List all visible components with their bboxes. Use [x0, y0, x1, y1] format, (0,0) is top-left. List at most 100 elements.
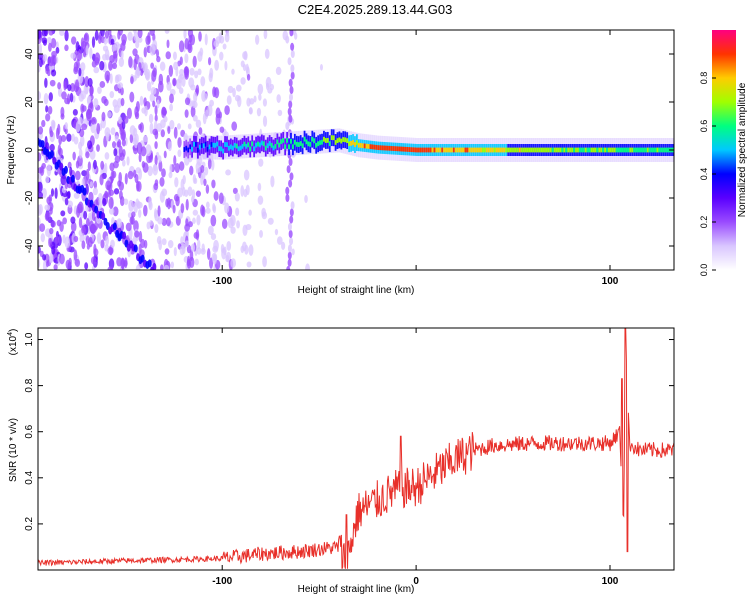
spectrogram-cell	[122, 231, 127, 240]
spectrogram-cell	[191, 146, 193, 152]
spectrogram-cell	[135, 167, 142, 174]
spectrogram-cell	[419, 147, 422, 153]
spectrogram-cell	[290, 201, 295, 210]
spectrogram-cell	[223, 246, 227, 256]
spectrogram-cell	[139, 95, 144, 106]
spectrogram-cell	[197, 239, 201, 250]
spectrogram-cell	[199, 47, 204, 57]
spectrogram-cell	[129, 125, 136, 136]
spectrogram-cell	[78, 141, 83, 150]
spectrogram-cell	[158, 240, 162, 251]
spectrogram-cell	[184, 109, 189, 118]
spectrogram-cell	[240, 77, 246, 85]
spectrogram-cell	[195, 142, 197, 147]
spectrogram-cell	[443, 147, 446, 153]
spectrogram-cell	[70, 52, 76, 59]
spectrogram-cell	[48, 56, 55, 67]
spectrogram-cell	[87, 140, 93, 150]
spectrogram-cell	[606, 147, 608, 153]
snr-xtick-label: 100	[602, 576, 619, 587]
spectrogram-cell	[152, 262, 157, 270]
spectrogram-cell	[210, 233, 217, 240]
spectrogram-cell	[174, 163, 180, 174]
spectrogram-cell	[505, 147, 508, 153]
spectrogram-cell	[377, 145, 380, 150]
spectrogram-cell	[210, 214, 217, 227]
spectrogram-cell	[154, 155, 158, 166]
spectrogram-cell	[249, 98, 255, 105]
spectrogram-cell	[511, 147, 513, 153]
spectrogram-cell	[134, 230, 140, 238]
spectrogram-cell	[102, 197, 107, 207]
spectrogram-xtick-label: 100	[602, 276, 619, 287]
spectrogram-cell	[282, 137, 285, 143]
spectrogram-cell	[190, 84, 196, 91]
spectrogram-cell	[565, 147, 568, 153]
spectrogram-cell	[105, 54, 110, 61]
spectrogram-cell	[94, 30, 99, 41]
spectrogram-cell	[71, 133, 75, 142]
spectrogram-cell	[42, 254, 47, 261]
spectrogram-cell	[103, 38, 108, 45]
spectrogram-cell	[240, 245, 245, 254]
spectrogram-cell	[111, 141, 117, 149]
spectrogram-cell	[251, 141, 254, 147]
spectrogram-cell	[285, 35, 290, 44]
spectrogram-cell	[232, 187, 238, 195]
spectrogram-cell	[456, 147, 459, 153]
spectrogram-cell	[159, 191, 165, 203]
spectrogram-cell	[285, 122, 290, 130]
spectrogram-cell	[416, 147, 418, 153]
spectrogram-cell	[104, 127, 111, 138]
spectrogram-cell	[222, 43, 227, 50]
snr-series-line	[38, 328, 674, 569]
snr-y-axis: 0.2 0.4 0.6 0.8 1.0	[24, 332, 674, 531]
spectrogram-cell	[129, 91, 135, 103]
spectrogram-cell	[179, 73, 185, 80]
spectrogram-cell	[198, 31, 202, 42]
spectrogram-cell	[650, 147, 653, 153]
spectrogram-cell	[214, 59, 220, 71]
spectrogram-cell	[394, 146, 397, 152]
spectrogram-cell	[518, 147, 521, 153]
spectrogram-cell	[356, 140, 358, 146]
spectrogram-cell	[105, 235, 109, 246]
spectrogram-cell	[101, 111, 106, 122]
spectrogram-cell	[460, 147, 463, 153]
spectrogram-cell	[515, 147, 517, 153]
spectrogram-cell	[183, 147, 186, 152]
spectrogram-cell	[243, 169, 250, 181]
spectrogram-cell	[611, 147, 614, 153]
spectrogram-cell	[286, 165, 291, 174]
spectrogram-cell	[75, 121, 81, 133]
spectrogram-cell	[167, 239, 174, 249]
spectrogram-cell	[159, 177, 165, 187]
spectrogram-cell	[276, 94, 281, 103]
spectrogram-cell	[577, 147, 579, 153]
spectrogram-cell	[451, 147, 453, 153]
spectrogram-cell	[78, 67, 82, 77]
spectrogram-cell	[207, 225, 214, 236]
spectrogram-cell	[200, 171, 206, 180]
spectrogram-cell	[441, 147, 444, 153]
spectrogram-cell	[307, 141, 310, 147]
spectrogram-cell	[323, 136, 325, 142]
spectrogram-cell	[154, 105, 158, 116]
spectrogram-cell	[563, 147, 566, 153]
spectrogram-cell	[379, 145, 382, 151]
spectrogram-cell	[50, 220, 56, 228]
spectrogram-cell	[63, 165, 68, 174]
spectrogram-cell	[74, 258, 81, 267]
spectrogram-cell	[55, 41, 59, 49]
spectrogram-cell	[70, 216, 76, 224]
spectrogram-cell	[350, 140, 352, 146]
spectrogram-cell	[179, 245, 185, 256]
spectrogram-cell	[61, 91, 67, 100]
spectrogram-cell	[158, 160, 163, 172]
spectrogram-cell	[561, 147, 564, 153]
spectrogram-cell	[449, 147, 451, 153]
spectrogram-cell	[91, 36, 96, 48]
spectrogram-cell	[495, 147, 498, 153]
spectrogram-cell	[507, 147, 510, 153]
spectrogram-cell	[135, 264, 141, 270]
